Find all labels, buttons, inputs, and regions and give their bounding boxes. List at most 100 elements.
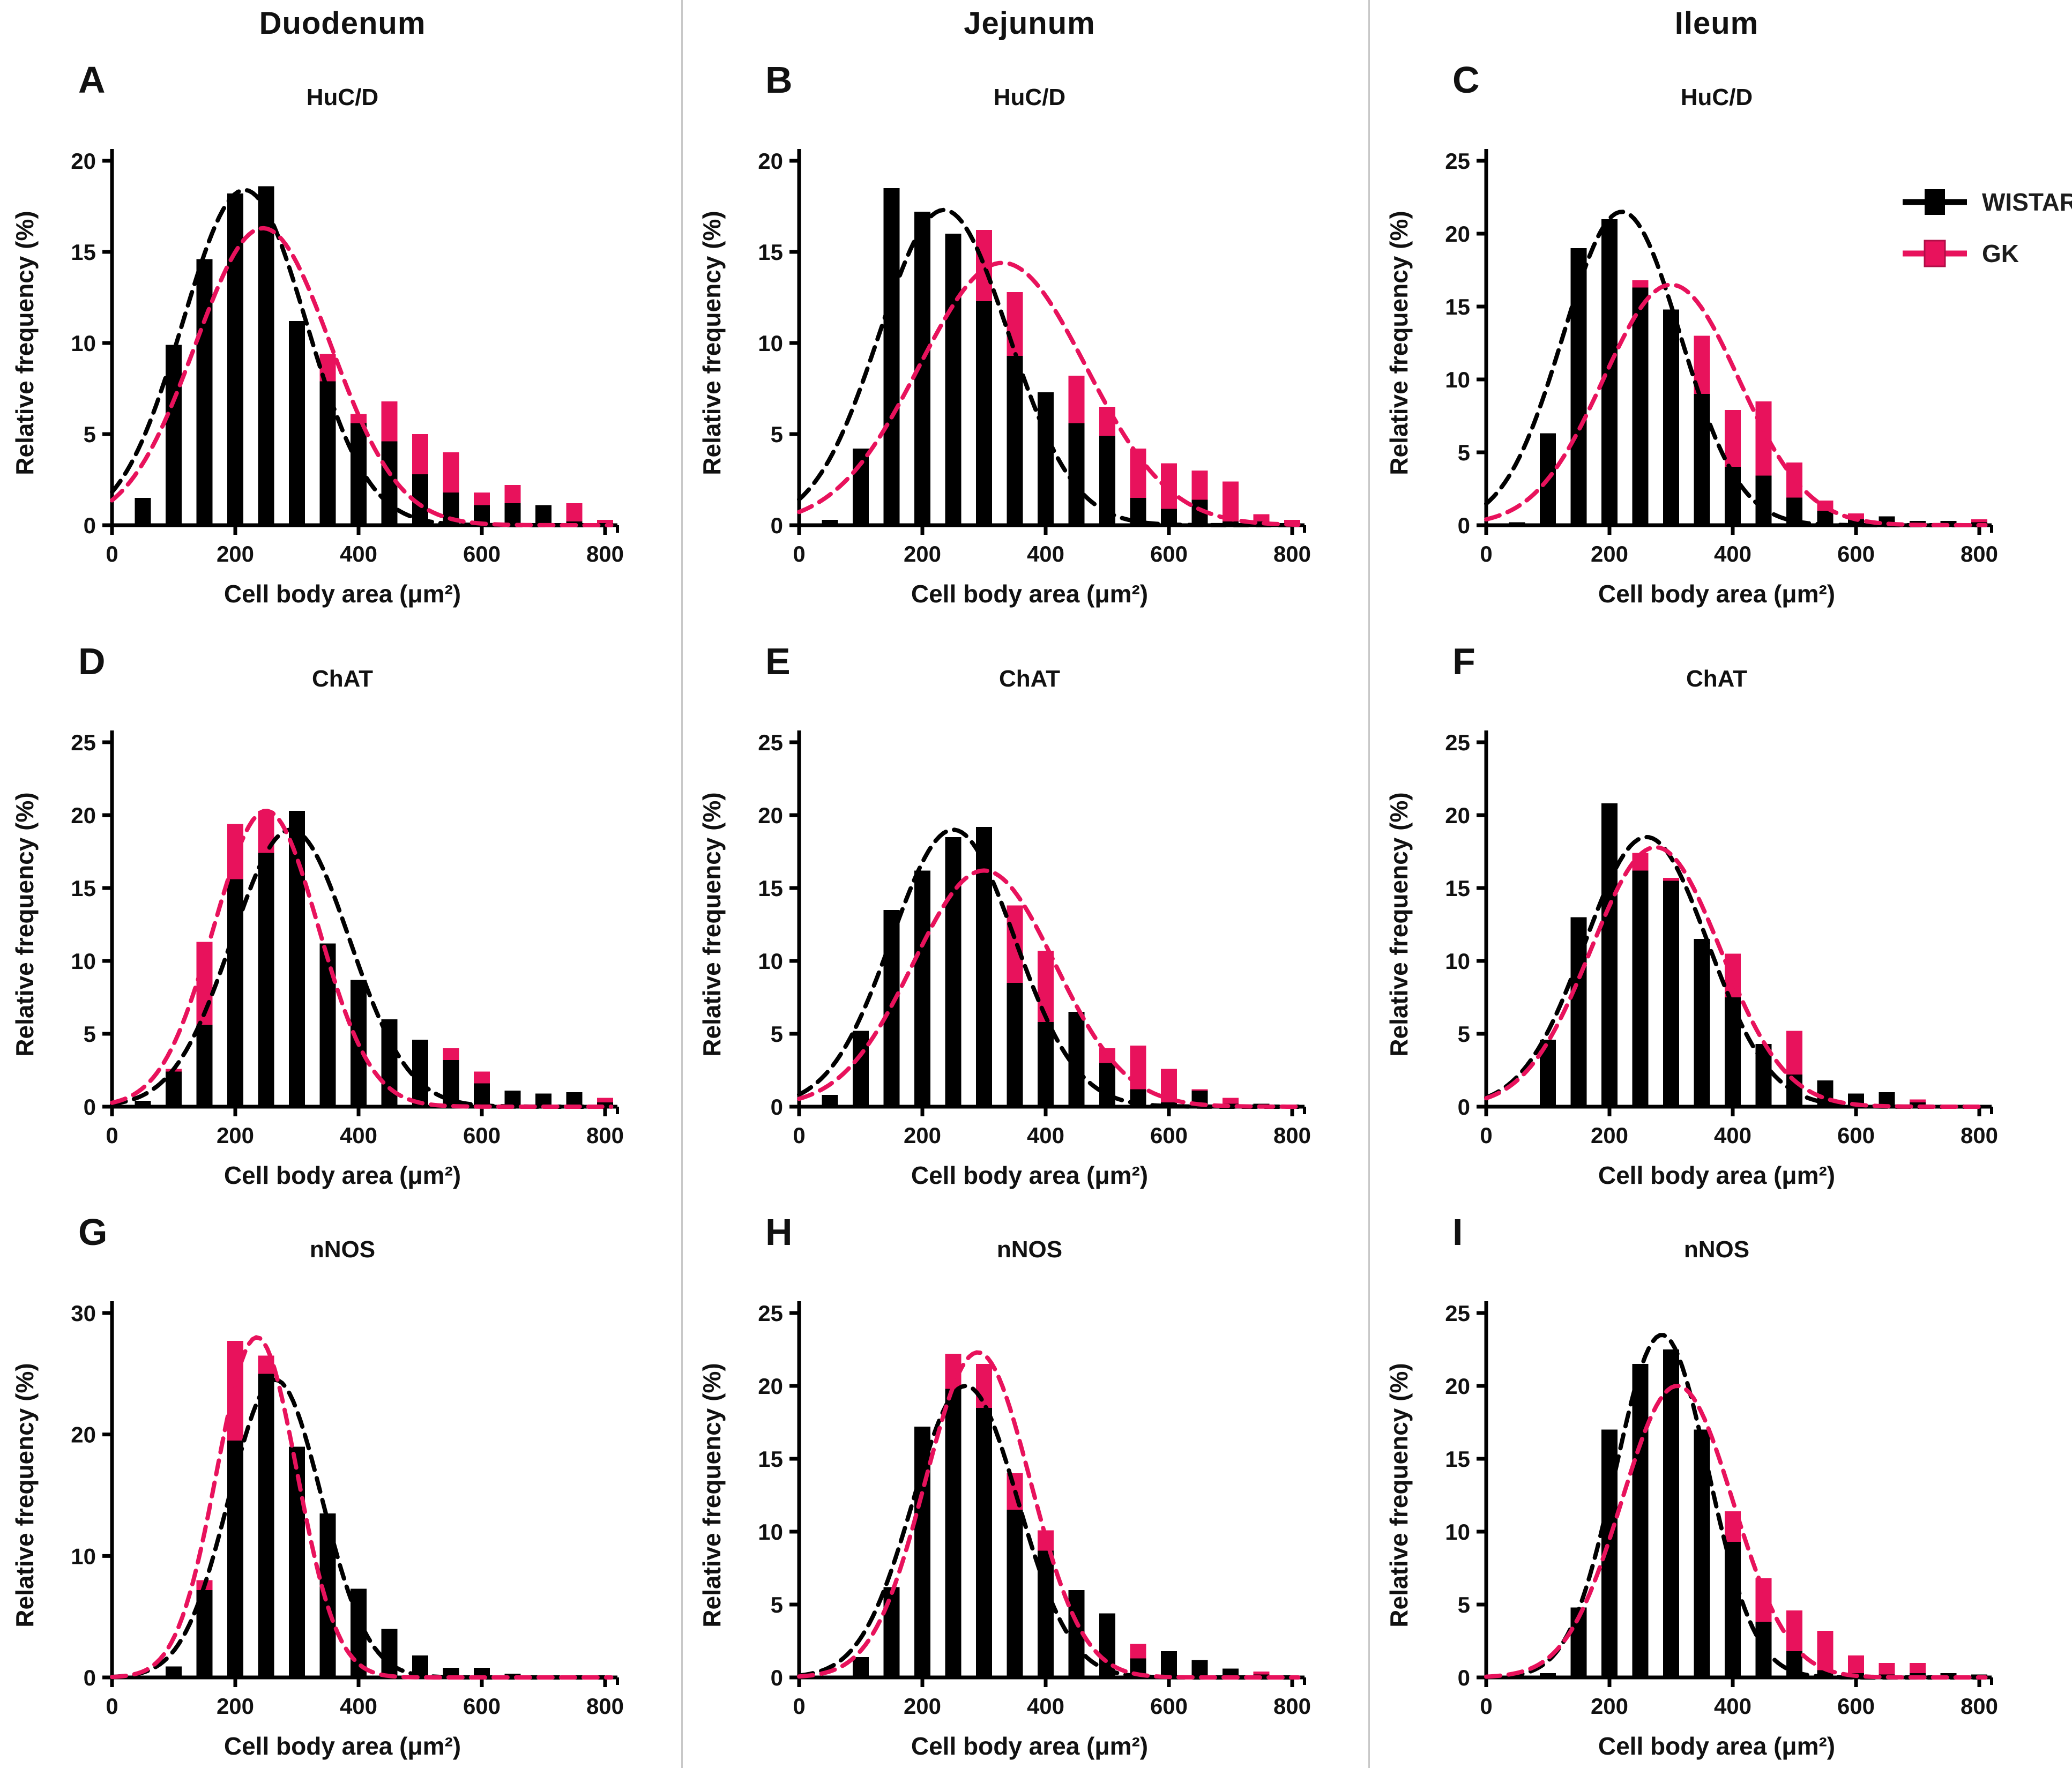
legend-item-wistar: WISTAR [1902,181,2072,223]
x-tick-label: 600 [1150,541,1188,566]
panel-letter: D [78,640,106,682]
wistar-bar [1161,1102,1177,1107]
x-tick-label: 200 [217,1694,254,1719]
panel-marker-title: nNOS [996,1236,1063,1263]
wistar-bar [135,498,151,525]
wistar-bar [1694,1429,1710,1677]
wistar-bar [1223,521,1239,525]
wistar-bar [822,1095,838,1107]
wistar-bar [504,503,521,525]
wistar-bar [1161,1651,1177,1677]
wistar-bar [1540,1673,1556,1677]
x-tick-label: 0 [793,1123,805,1148]
wistar-bar [1191,1660,1208,1677]
wistar-bar [1663,881,1679,1107]
wistar-fit-curve [797,207,1301,527]
y-tick-label: 10 [1445,1519,1470,1545]
y-tick-label: 15 [71,876,96,901]
panel-marker-title: ChAT [998,666,1061,692]
x-tick-label: 0 [106,541,118,566]
gk-fit-curve [1484,845,1988,1109]
x-tick-label: 0 [1480,541,1492,566]
y-axis-title: Relative frequency (%) [1385,211,1413,475]
x-tick-label: 800 [1273,541,1311,566]
gk-fit-curve [1484,1384,1988,1680]
x-tick-label: 400 [1027,1123,1064,1148]
wistar-bar [166,1666,182,1677]
y-tick-label: 20 [1445,803,1470,828]
wistar-bar [319,943,336,1107]
wistar-bar [1848,519,1864,525]
wistar-bar [566,1092,583,1107]
wistar-fit-curve [797,827,1301,1109]
wistar-bar [945,837,962,1107]
x-tick-label: 800 [1273,1123,1311,1148]
x-axis-title: Cell body area (μm²) [1598,1732,1836,1760]
y-tick-label: 15 [1445,294,1470,319]
panel-marker-title: nNOS [309,1236,376,1263]
y-tick-label: 10 [758,1519,783,1545]
y-tick-label: 10 [71,331,96,356]
wistar-bar [1632,287,1649,525]
y-tick-label: 10 [758,949,783,974]
y-tick-label: 5 [1458,1021,1470,1047]
histogram-F: 0 5 10 15 20 25 0 200 400 600 800 Relative frequenc… [1385,730,1998,1148]
y-tick-label: 5 [771,422,783,447]
wistar-bar [1223,1668,1239,1677]
y-tick-label: 20 [71,803,96,828]
y-tick-label: 25 [758,730,783,755]
histogram-E: 0 5 10 15 20 25 0 200 400 600 800 Relative frequenc… [698,730,1311,1148]
wistar-bar [914,870,930,1107]
x-tick-label: 600 [1837,541,1875,566]
x-tick-label: 800 [1273,1694,1311,1719]
y-axis-title: Relative frequency (%) [11,211,39,475]
wistar-bar [1663,1349,1679,1677]
y-tick-label: 10 [758,331,783,356]
wistar-bar [289,1446,305,1677]
y-tick-label: 20 [71,1422,96,1448]
x-tick-label: 400 [1714,1123,1751,1148]
gk-fit-curve [110,808,614,1109]
x-tick-label: 800 [586,1694,624,1719]
wistar-bar [945,1389,962,1677]
panel-D: D ChAT 0 5 10 15 20 25 0 200 400 600 800 Relative fre… [4,632,681,1200]
y-tick-label: 25 [1445,1301,1470,1326]
gk-marker-icon [1903,240,1967,267]
panel-letter: C [1452,59,1480,101]
gk-fit-curve [110,226,614,527]
x-tick-label: 200 [904,1123,941,1148]
panel-A: A HuC/D 0 5 10 15 20 0 200 400 600 800 Relative freq… [4,51,681,619]
gk-bar [597,519,613,525]
histogram-G: 0 10 20 30 0 200 400 600 800 Relative frequency (… [11,1301,624,1719]
wistar-bar [1601,803,1618,1107]
wistar-bar [1038,1550,1054,1677]
y-tick-label: 10 [71,1543,96,1569]
x-tick-label: 400 [1027,541,1064,566]
legend: WISTAR GK [1902,181,2072,284]
y-tick-label: 20 [758,1374,783,1399]
x-axis-title: Cell body area (μm²) [223,1161,461,1189]
wistar-bar [504,1091,521,1107]
panel-letter: E [765,640,791,682]
y-tick-label: 25 [1445,730,1470,755]
wistar-bar [883,1587,900,1677]
panel-marker-title: HuC/D [993,84,1066,110]
wistar-fit-curve [1484,210,1988,527]
y-tick-label: 5 [1458,1592,1470,1617]
wistar-bar [1910,1102,1926,1107]
y-tick-label: 20 [758,148,783,174]
panel-marker-title: ChAT [1686,666,1748,692]
y-tick-label: 15 [758,240,783,265]
wistar-bar [258,186,274,526]
y-tick-label: 15 [758,876,783,901]
y-tick-label: 20 [1445,221,1470,247]
x-tick-label: 800 [586,541,624,566]
wistar-bar [1038,392,1054,525]
y-tick-label: 20 [758,803,783,828]
y-tick-label: 5 [84,1021,96,1047]
wistar-bar [289,810,305,1107]
panel-marker-title: HuC/D [1680,84,1753,110]
